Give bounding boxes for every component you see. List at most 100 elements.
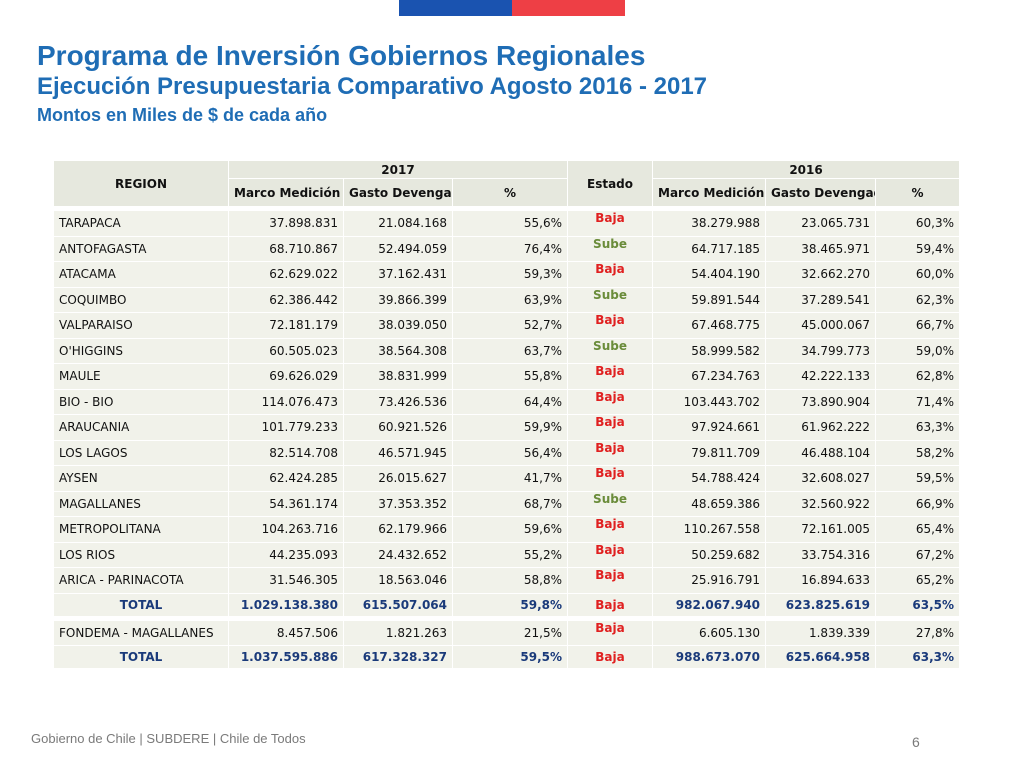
- marco-2017-cell: 1.037.595.886: [228, 645, 344, 669]
- table-row: ARICA - PARINACOTA 31.546.305 18.563.046 58…: [53, 567, 961, 594]
- row-spacer: [53, 206, 960, 211]
- gasto-2017-cell: 73.426.536: [343, 388, 453, 415]
- table-row: VALPARAISO 72.181.179 38.039.050 52,7% Baja 6…: [53, 312, 961, 339]
- row-spacer: [53, 616, 960, 620]
- gasto-2016-cell: 23.065.731: [765, 210, 877, 237]
- gasto-2017-cell: 18.563.046: [343, 567, 453, 594]
- estado-cell: Baja: [567, 619, 654, 646]
- flag-blue-segment: [399, 0, 512, 16]
- table-row: MAULE 69.626.029 38.831.999 55,8% Baja 67.234…: [53, 363, 961, 390]
- pct-2017-cell: 41,7%: [451, 465, 569, 492]
- pct-2017-cell: 21,5%: [451, 619, 569, 646]
- pct-2016-cell: 63,3%: [875, 414, 961, 441]
- marco-2017-cell: 114.076.473: [228, 388, 344, 415]
- gasto-2016-cell: 623.825.619: [765, 592, 877, 617]
- gasto-2016-cell: 46.488.104: [765, 439, 877, 466]
- pct-2017-cell: 55,8%: [451, 363, 569, 390]
- gasto-2016-cell: 33.754.316: [765, 541, 877, 568]
- region-cell: LOS LAGOS: [53, 439, 229, 466]
- region-cell: TARAPACA: [53, 210, 229, 237]
- gasto-2016-cell: 38.465.971: [765, 235, 877, 262]
- year-2017-header: 2017: [227, 160, 569, 179]
- pct-2017-cell: 68,7%: [451, 490, 569, 517]
- gasto-2016-cell: 61.962.222: [765, 414, 877, 441]
- marco-2017-cell: 62.424.285: [228, 465, 344, 492]
- pct-2016-cell: 58,2%: [875, 439, 961, 466]
- estado-cell: Sube: [567, 235, 654, 262]
- pct-2016-cell: 71,4%: [875, 388, 961, 415]
- estado-cell: Baja: [567, 516, 654, 543]
- marco-2017-cell: 69.626.029: [228, 363, 344, 390]
- gasto-2017-cell: 615.507.064: [343, 592, 453, 617]
- region-cell: VALPARAISO: [53, 312, 229, 339]
- marco-2016-cell: 50.259.682: [652, 541, 767, 568]
- gasto-2016-cell: 73.890.904: [765, 388, 877, 415]
- region-header: REGION: [53, 160, 229, 207]
- estado-cell: Baja: [567, 645, 654, 669]
- marco-2016-cell: 48.659.386: [652, 490, 767, 517]
- spacer-cell: [53, 206, 960, 211]
- gasto-2016-cell: 45.000.067: [765, 312, 877, 339]
- marco-2017-cell: 72.181.179: [228, 312, 344, 339]
- marco-2016-cell: 58.999.582: [652, 337, 767, 364]
- marco-2016-header: Marco Medición: [652, 178, 767, 207]
- spacer-cell: [53, 616, 960, 620]
- gasto-2016-header: Gasto Devengado: [765, 178, 877, 207]
- region-cell: ANTOFAGASTA: [53, 235, 229, 262]
- gasto-2016-cell: 32.560.922: [765, 490, 877, 517]
- page-title: Programa de Inversión Gobiernos Regional…: [37, 40, 646, 71]
- estado-cell: Baja: [567, 312, 654, 339]
- pct-2016-cell: 67,2%: [875, 541, 961, 568]
- marco-2016-cell: 54.788.424: [652, 465, 767, 492]
- gasto-2017-cell: 26.015.627: [343, 465, 453, 492]
- table-row: METROPOLITANA 104.263.716 62.179.966 59,6% B…: [53, 516, 961, 543]
- year-2016-header: 2016: [652, 160, 961, 179]
- marco-2017-cell: 31.546.305: [228, 567, 344, 594]
- region-cell: METROPOLITANA: [53, 516, 229, 543]
- pct-2017-cell: 59,9%: [451, 414, 569, 441]
- gasto-2016-cell: 625.664.958: [765, 645, 877, 669]
- region-cell: ARAUCANIA: [53, 414, 229, 441]
- marco-2017-cell: 44.235.093: [228, 541, 344, 568]
- estado-cell: Sube: [567, 337, 654, 364]
- pct-2017-cell: 59,3%: [451, 261, 569, 288]
- marco-2017-cell: 62.629.022: [228, 261, 344, 288]
- region-cell: ARICA - PARINACOTA: [53, 567, 229, 594]
- region-cell: LOS RIOS: [53, 541, 229, 568]
- table-row: O'HIGGINS 60.505.023 38.564.308 63,7% Sube 58…: [53, 337, 961, 364]
- pct-2017-cell: 55,6%: [451, 210, 569, 237]
- pct-2017-cell: 59,5%: [451, 645, 569, 669]
- title-block: Programa de Inversión Gobiernos Regional…: [37, 40, 707, 126]
- pct-2017-cell: 52,7%: [451, 312, 569, 339]
- marco-2017-cell: 60.505.023: [228, 337, 344, 364]
- region-cell: MAULE: [53, 363, 229, 390]
- marco-2016-cell: 6.605.130: [652, 619, 767, 646]
- table-row: ATACAMA 62.629.022 37.162.431 59,3% Baja 54.4…: [53, 261, 961, 288]
- gasto-2016-cell: 32.662.270: [765, 261, 877, 288]
- gasto-2017-cell: 39.866.399: [343, 286, 453, 313]
- pct-2017-cell: 64,4%: [451, 388, 569, 415]
- table-body: TARAPACA 37.898.831 21.084.168 55,6% Baja 38.…: [53, 206, 961, 669]
- pct-2017-cell: 63,7%: [451, 337, 569, 364]
- pct-2016-cell: 62,3%: [875, 286, 961, 313]
- marco-2016-cell: 59.891.544: [652, 286, 767, 313]
- gasto-2017-cell: 37.162.431: [343, 261, 453, 288]
- table-row: COQUIMBO 62.386.442 39.866.399 63,9% Sube 59.…: [53, 286, 961, 313]
- estado-cell: Sube: [567, 286, 654, 313]
- gasto-2017-cell: 62.179.966: [343, 516, 453, 543]
- marco-2016-cell: 79.811.709: [652, 439, 767, 466]
- marco-2016-cell: 97.924.661: [652, 414, 767, 441]
- grand-total-row: TOTAL 1.037.595.886 617.328.327 59,5% Baja 98…: [53, 645, 961, 669]
- region-cell: MAGALLANES: [53, 490, 229, 517]
- pct-2016-cell: 66,7%: [875, 312, 961, 339]
- gasto-2016-cell: 16.894.633: [765, 567, 877, 594]
- estado-cell: Baja: [567, 388, 654, 415]
- pct-2016-header: %: [875, 178, 961, 207]
- marco-2017-cell: 62.386.442: [228, 286, 344, 313]
- pct-2016-cell: 63,3%: [875, 645, 961, 669]
- region-cell: FONDEMA - MAGALLANES: [53, 619, 229, 646]
- gasto-2017-cell: 37.353.352: [343, 490, 453, 517]
- pct-2017-cell: 55,2%: [451, 541, 569, 568]
- region-cell: ATACAMA: [53, 261, 229, 288]
- estado-cell: Sube: [567, 490, 654, 517]
